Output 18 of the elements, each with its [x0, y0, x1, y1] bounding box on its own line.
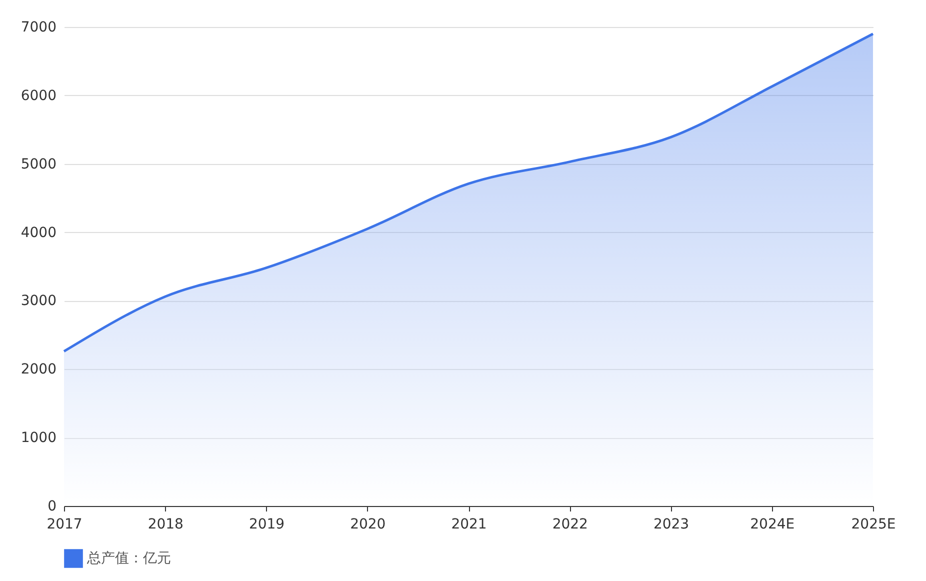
y-tick-label: 0 [48, 498, 56, 514]
y-tick-label: 5000 [20, 156, 56, 172]
y-tick-label: 1000 [20, 430, 56, 446]
legend-label: 总产值：亿元 [86, 550, 171, 566]
y-tick-label: 7000 [20, 20, 56, 36]
x-tick-label: 2024E [750, 516, 795, 532]
x-tick-label: 2020 [350, 516, 386, 532]
y-tick-label: 3000 [20, 293, 56, 310]
y-tick-label: 6000 [20, 88, 56, 104]
x-tick-label: 2022 [552, 516, 588, 532]
x-tick-label: 2023 [653, 516, 690, 532]
x-tick-label: 2019 [248, 516, 285, 532]
x-tick-label: 2018 [148, 516, 184, 532]
x-tick-label: 2021 [451, 516, 487, 532]
y-tick-label: 4000 [20, 224, 56, 241]
x-tick-label: 2025E [851, 516, 896, 532]
x-tick-label: 2017 [46, 516, 82, 532]
y-tick-label: 2000 [20, 362, 56, 378]
